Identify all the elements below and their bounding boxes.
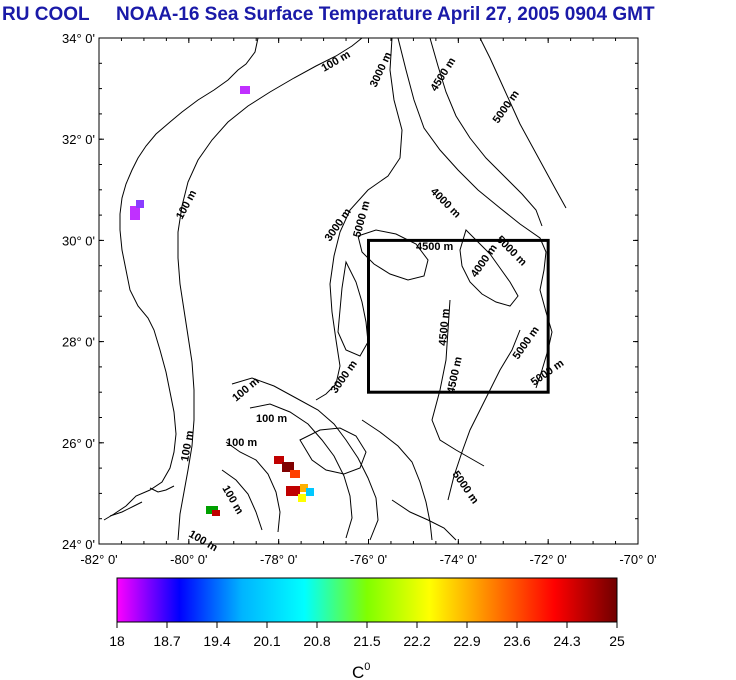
coastline <box>103 37 259 521</box>
colorbar-unit-label: C <box>352 663 364 680</box>
coastline-islands <box>109 485 175 517</box>
contour-label: 4500 m <box>428 55 458 93</box>
contour-4500m <box>429 37 543 227</box>
contour-bahamas-inner <box>249 403 353 539</box>
contour-3000m <box>315 37 403 401</box>
contour-label: 4500 m <box>445 355 465 394</box>
lat-label: 26° 0' <box>62 436 95 451</box>
lon-label: -70° 0' <box>619 552 656 567</box>
colorbar-tick-label: 18.7 <box>153 633 180 649</box>
contour-bahamas-east <box>361 419 457 541</box>
contour-bahamas-west <box>221 441 281 533</box>
colorbar-tick-label: 19.4 <box>203 633 230 649</box>
colorbar-unit: C0 <box>352 661 370 680</box>
contour-label: 3000 m <box>368 50 395 89</box>
title-project: RU COOL <box>2 4 90 25</box>
contour-label: 5000 m <box>494 234 529 269</box>
lat-label: 34° 0' <box>62 31 95 46</box>
contour-label: 100 m <box>174 188 199 221</box>
colorbar-tick-label: 24.3 <box>553 633 580 649</box>
contour-label: 5000 m <box>450 469 481 507</box>
colorbar <box>116 577 618 623</box>
contour-label: 4500 m <box>437 308 452 346</box>
colorbar-tick-label: 25 <box>609 633 625 649</box>
lon-label: -76° 0' <box>350 552 387 567</box>
latitude-axis: 34° 0' 32° 0' 30° 0' 28° 0' 26° 0' 24° 0' <box>62 31 638 552</box>
contour-blake-escarpment <box>337 260 369 357</box>
contour-bahamas-bank <box>231 377 379 541</box>
contour-label: 100 m <box>219 484 245 517</box>
sst-patches <box>130 86 314 516</box>
contour-label: 4500 m <box>416 241 454 253</box>
contour-tongue <box>299 427 367 475</box>
lat-label: 32° 0' <box>62 132 95 147</box>
colorbar-tick-label: 20.1 <box>253 633 280 649</box>
contour-5000m-south <box>447 329 521 501</box>
colorbar-tick-label: 22.9 <box>453 633 480 649</box>
contour-label: 100 m <box>179 430 196 463</box>
lon-label: -74° 0' <box>440 552 477 567</box>
colorbar-tick-label: 20.8 <box>303 633 330 649</box>
contour-label: 100 m <box>320 49 353 75</box>
contour-4000m-lobe <box>459 229 519 307</box>
lat-label: 28° 0' <box>62 335 95 350</box>
contour-5000m <box>479 37 567 209</box>
contour-label: 3000 m <box>329 358 360 396</box>
colorbar-tick-label: 23.6 <box>503 633 530 649</box>
contour-label: 4000 m <box>428 186 463 221</box>
colorbar-ticks: 18 18.7 19.4 20.1 20.8 21.5 22.2 22.9 23.6 24.3 25 <box>109 622 625 649</box>
contour-100m-shelf <box>177 37 363 541</box>
title-subject: NOAA-16 Sea Surface Temperature April 27… <box>116 4 655 25</box>
lon-label: -78° 0' <box>260 552 297 567</box>
lat-label: 24° 0' <box>62 537 95 552</box>
lat-label: 30° 0' <box>62 233 95 248</box>
contour-label: 100 m <box>256 413 287 425</box>
contour-3000m-b <box>397 37 553 389</box>
longitude-axis: -82° 0' -80° 0' -78° 0' -76° 0' -74° 0' -72° … <box>80 38 657 567</box>
lon-label: -72° 0' <box>530 552 567 567</box>
colorbar-tick-label: 18 <box>109 633 125 649</box>
colorbar-tick-label: 22.2 <box>403 633 430 649</box>
figure-title: RU COOL NOAA-16 Sea Surface Temperature … <box>0 4 736 30</box>
contour-label: 100 m <box>226 437 257 449</box>
colorbar-unit-superscript: 0 <box>364 661 370 673</box>
study-area-box <box>367 238 550 394</box>
lon-label: -80° 0' <box>170 552 207 567</box>
contour-4500m-south <box>431 299 485 467</box>
contour-label: 100 m <box>187 528 220 554</box>
colorbar-tick-label: 21.5 <box>353 633 380 649</box>
lon-label: -82° 0' <box>80 552 117 567</box>
